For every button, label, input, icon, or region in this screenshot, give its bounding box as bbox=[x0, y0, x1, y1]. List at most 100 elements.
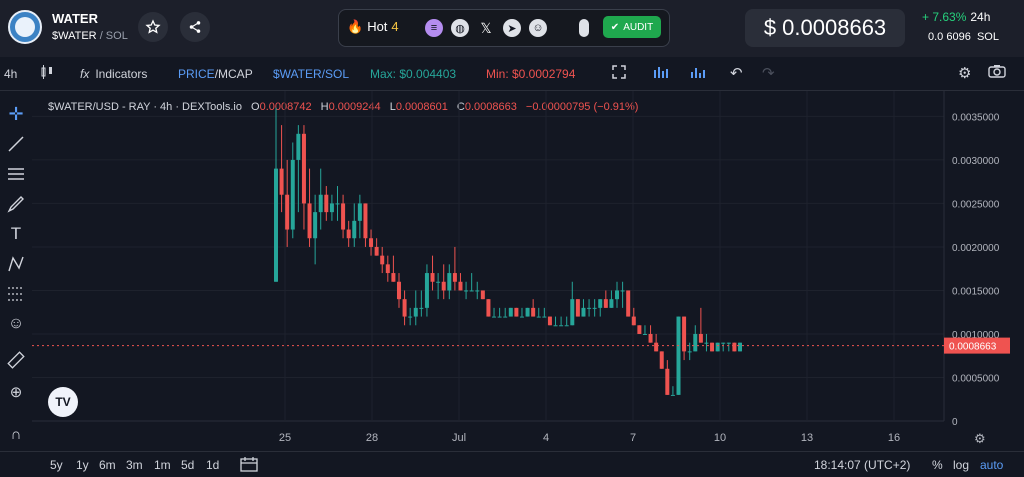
range-3m[interactable]: 3m bbox=[126, 458, 143, 472]
token-symbol: $WATER bbox=[52, 30, 97, 42]
hot-rank-badge[interactable]: 🔥 Hot 4 bbox=[347, 19, 399, 35]
clock-time[interactable]: 18:14:07 (UTC+2) bbox=[814, 458, 911, 472]
candle-body bbox=[559, 325, 564, 327]
range-1d[interactable]: 1d bbox=[206, 458, 220, 472]
auto-toggle[interactable]: auto bbox=[980, 458, 1004, 472]
favorite-button[interactable] bbox=[138, 12, 168, 42]
pair-selector[interactable]: $WATER/SOL bbox=[273, 67, 350, 81]
more-icon[interactable] bbox=[579, 19, 589, 37]
candle-body bbox=[324, 194, 329, 213]
candle-style-icon[interactable] bbox=[40, 64, 54, 83]
candle-body bbox=[592, 307, 597, 309]
candle-body bbox=[698, 333, 703, 343]
candle-body bbox=[419, 307, 424, 309]
candle-body bbox=[408, 316, 413, 318]
fullscreen-icon[interactable] bbox=[612, 65, 626, 82]
reddit-icon[interactable]: ☺ bbox=[529, 19, 547, 37]
x-tick-label: Jul bbox=[452, 432, 466, 444]
indicators-label: Indicators bbox=[95, 67, 148, 81]
crosshair-icon[interactable]: ✛ bbox=[8, 103, 24, 124]
candle-body bbox=[296, 133, 301, 160]
zoom-in-icon[interactable]: ⊕ bbox=[9, 384, 23, 401]
candle-body bbox=[374, 246, 379, 256]
candle-body bbox=[620, 290, 625, 292]
candle-body bbox=[615, 290, 620, 300]
y-tick-label: 0.0025000 bbox=[952, 199, 1000, 210]
solana-icon[interactable]: ≡ bbox=[425, 19, 443, 37]
fib-icon[interactable] bbox=[6, 284, 26, 304]
telegram-icon[interactable]: ➤ bbox=[503, 19, 521, 37]
ohlc-legend: $WATER/USD - RAY · 4h · DEXTools.io O0.0… bbox=[48, 101, 638, 113]
price-label: PRICE bbox=[178, 67, 215, 81]
audit-label: AUDIT bbox=[623, 21, 654, 33]
price-chart[interactable]: 0.0035000 0.0030000 0.0025000 0.0020000 0.00… bbox=[32, 91, 1024, 451]
candle-body bbox=[525, 307, 530, 317]
legend-close-key: C bbox=[456, 101, 465, 113]
x-tick-label: 4 bbox=[543, 432, 549, 444]
range-1y[interactable]: 1y bbox=[76, 458, 89, 472]
y-tick-label: 0.0030000 bbox=[952, 156, 1000, 167]
redo-icon[interactable]: ↷ bbox=[762, 65, 775, 82]
brush-icon[interactable] bbox=[6, 194, 26, 214]
range-6m[interactable]: 6m bbox=[99, 458, 116, 472]
audit-button[interactable]: ✔ AUDIT bbox=[603, 16, 661, 38]
candle-body bbox=[329, 203, 334, 213]
candle-body bbox=[441, 281, 446, 291]
candle-body bbox=[603, 299, 608, 308]
settings-gear-icon[interactable]: ⚙ bbox=[958, 65, 972, 82]
candle-body bbox=[503, 316, 508, 318]
candle-body bbox=[682, 316, 687, 352]
candle-body bbox=[531, 307, 536, 317]
candle-body bbox=[581, 307, 586, 317]
candle-body bbox=[670, 394, 675, 396]
y-tick-label: 0.0015000 bbox=[952, 286, 1000, 297]
camera-icon[interactable] bbox=[988, 64, 1006, 81]
trendline-icon[interactable] bbox=[6, 134, 26, 154]
volume-icon[interactable] bbox=[690, 65, 706, 82]
tradingview-logo[interactable]: TV bbox=[48, 387, 78, 417]
candle-body bbox=[352, 220, 357, 239]
candle-body bbox=[637, 325, 642, 334]
candle-body bbox=[654, 342, 659, 352]
token-logo bbox=[8, 10, 42, 44]
share-button[interactable] bbox=[180, 12, 210, 42]
x-twitter-icon[interactable]: 𝕏 bbox=[480, 19, 492, 36]
indicators-button[interactable]: fx Indicators bbox=[80, 67, 147, 81]
token-name: WATER bbox=[52, 11, 98, 26]
undo-icon[interactable]: ↶ bbox=[730, 65, 743, 82]
legend-open: 0.0008742 bbox=[259, 101, 312, 113]
range-1m[interactable]: 1m bbox=[154, 458, 171, 472]
share-icon bbox=[189, 21, 201, 33]
bar-chart-icon[interactable] bbox=[653, 65, 669, 82]
sol-value: 0.0 6096 bbox=[928, 31, 971, 43]
ruler-icon[interactable] bbox=[6, 350, 26, 370]
candle-body bbox=[447, 273, 452, 291]
candle-body bbox=[458, 281, 463, 291]
candle-body bbox=[363, 203, 368, 239]
candle-body bbox=[514, 307, 519, 317]
candle-body bbox=[335, 203, 340, 205]
text-tool-icon[interactable]: T bbox=[10, 224, 22, 243]
candle-body bbox=[575, 299, 580, 317]
current-price-tag bbox=[944, 337, 1010, 354]
candle-body bbox=[274, 168, 278, 282]
candle-body bbox=[307, 203, 312, 239]
log-toggle[interactable]: log bbox=[953, 458, 970, 472]
percent-toggle[interactable]: % bbox=[932, 458, 943, 472]
magnet-icon[interactable]: ∩ bbox=[10, 425, 22, 443]
range-5y[interactable]: 5y bbox=[50, 458, 63, 472]
interval-selector[interactable]: 4h bbox=[4, 67, 18, 81]
emoji-icon[interactable]: ☺ bbox=[7, 315, 25, 332]
range-5d[interactable]: 5d bbox=[181, 458, 195, 472]
candle-body bbox=[508, 307, 513, 317]
calendar-icon[interactable] bbox=[240, 456, 258, 475]
x-tick-label: 16 bbox=[888, 432, 900, 444]
pattern-icon[interactable] bbox=[6, 254, 26, 274]
price-mcap-toggle[interactable]: PRICE/MCAP bbox=[178, 67, 253, 81]
candle-body bbox=[631, 316, 636, 326]
candle-body bbox=[547, 316, 552, 326]
horizontal-lines-icon[interactable] bbox=[6, 164, 26, 184]
fx-icon: fx bbox=[80, 67, 90, 81]
website-icon[interactable]: ◍ bbox=[451, 19, 469, 37]
candle-body bbox=[391, 273, 396, 282]
